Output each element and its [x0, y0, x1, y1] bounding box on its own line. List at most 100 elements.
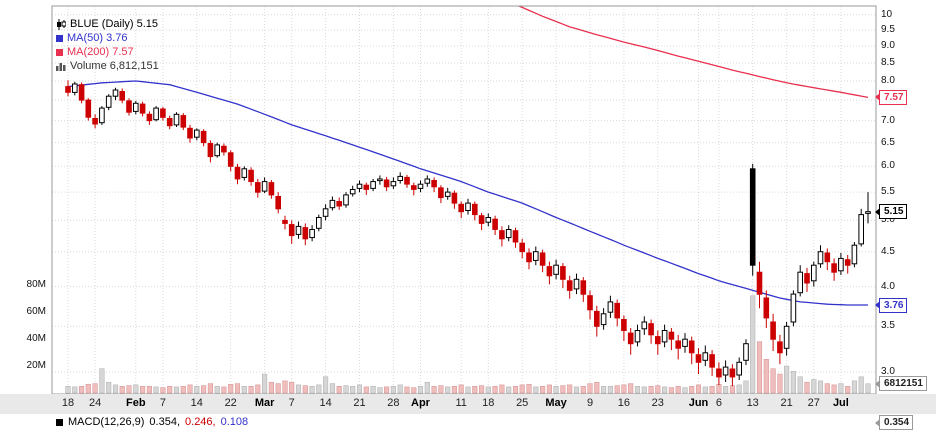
volume-bar [689, 386, 695, 394]
volume-bar [79, 386, 85, 394]
volume-bar [343, 385, 349, 394]
candle-body [248, 169, 254, 183]
volume-bar [526, 383, 532, 394]
macd-callout: 0.354 [874, 415, 914, 430]
volume-bar [438, 385, 444, 394]
volume-bar [99, 368, 105, 394]
macd-legend: MACD(12,26,9) 0.354, 0.246, 0.108 [0, 414, 936, 430]
volume-axis-label: 80M [26, 279, 46, 290]
volume-bar [302, 385, 308, 394]
candle-body [749, 168, 756, 266]
candle-body [478, 215, 485, 224]
date-tick-label: 7 [159, 397, 166, 409]
candle-body [363, 184, 370, 190]
volume-bar [350, 386, 356, 394]
candle-body [587, 295, 593, 311]
volume-bar [499, 384, 505, 394]
date-axis: 18 24 Feb 7 14 22 Mar 7 14 21 28 Apr 11 18 25 May 9 16 23 J… [0, 394, 936, 415]
candle-body [200, 130, 207, 144]
volume-bar [146, 386, 152, 394]
volume-bar [817, 380, 824, 394]
volume-bar [289, 381, 295, 394]
volume-bar [675, 386, 681, 394]
volume-bar [533, 386, 539, 394]
volume-bar [587, 383, 593, 394]
volume-bar [736, 384, 742, 394]
candle-body [736, 361, 743, 376]
candle-body [444, 191, 451, 197]
candle-body [600, 313, 607, 326]
candle-body [682, 338, 688, 347]
volume-bar [546, 384, 552, 394]
volume-bar [655, 385, 661, 394]
ma50-callout-value: 3.76 [884, 299, 904, 311]
volume-bars-icon [56, 61, 66, 71]
candle-body [336, 201, 342, 207]
date-tick-label: 24 [88, 397, 102, 409]
candle-body [133, 102, 139, 112]
date-tick-label: 25 [516, 397, 529, 409]
volume-bar [621, 384, 627, 394]
volume-bar [519, 384, 525, 394]
candle-body [580, 280, 587, 295]
volume-bar [207, 383, 213, 394]
candle-body [851, 244, 858, 265]
volume-bar [153, 386, 159, 394]
date-tick-label: Jun [688, 397, 709, 409]
volume-bar [858, 376, 864, 394]
ma200-price-callout: 7.57 [874, 89, 908, 105]
price-axis-label: 8.5 [881, 57, 895, 68]
candle-body [390, 181, 397, 187]
candle-body [641, 321, 648, 330]
candle-body [356, 183, 363, 189]
volume-bar [702, 386, 708, 394]
candle-body [722, 366, 729, 376]
candle-body [858, 214, 865, 245]
volume-bar [241, 386, 247, 394]
chart-legend: BLUE (Daily) 5.15 MA(50) 3.76 MA(200) 7.… [56, 17, 159, 73]
date-tick-label: 23 [651, 397, 664, 409]
candle-body [153, 107, 159, 121]
ma50-label: MA(50) 3.76 [67, 32, 128, 44]
volume-bar [756, 341, 763, 394]
date-tick-label: 18 [61, 397, 75, 409]
volume-bar [221, 386, 227, 394]
volume-legend-row: Volume 6,812,151 [56, 59, 159, 73]
volume-bar [119, 386, 125, 394]
volume-bar [262, 373, 268, 394]
volume-bar [404, 386, 410, 394]
price-axis-label: 5.5 [881, 186, 895, 198]
date-tick-label: May [545, 397, 567, 409]
candle-body [411, 185, 417, 190]
candle-body [160, 108, 166, 118]
date-tick-label: Mar [254, 397, 275, 409]
ma200-callout-value: 7.57 [884, 91, 904, 103]
date-tick-label: 11 [455, 397, 467, 409]
volume-bar [628, 383, 634, 394]
volume-bar [682, 387, 688, 394]
date-tick-label: 16 [617, 397, 631, 409]
volume-bar [445, 386, 451, 394]
candle-body [831, 263, 837, 273]
candle-body [770, 321, 776, 340]
volume-callout-value: 6812151 [884, 378, 923, 390]
candle-body [234, 166, 241, 180]
volume-bar [729, 385, 735, 394]
candle-body [614, 302, 621, 319]
price-axis-label: 3.0 [881, 366, 895, 377]
date-tick-label: 14 [319, 397, 332, 409]
candle-body [844, 259, 851, 266]
candle-body [756, 271, 763, 295]
candle-body [275, 196, 281, 210]
volume-bar [424, 381, 430, 394]
candle-body [865, 211, 871, 214]
volume-bar [763, 359, 769, 394]
volume-bar [804, 381, 810, 394]
candle-body [695, 354, 702, 363]
volume-bar [743, 380, 749, 394]
price-axis-label: 6.5 [881, 136, 895, 148]
volume-bar [709, 386, 715, 394]
volume-bar [194, 386, 200, 394]
candle-body [716, 368, 722, 378]
